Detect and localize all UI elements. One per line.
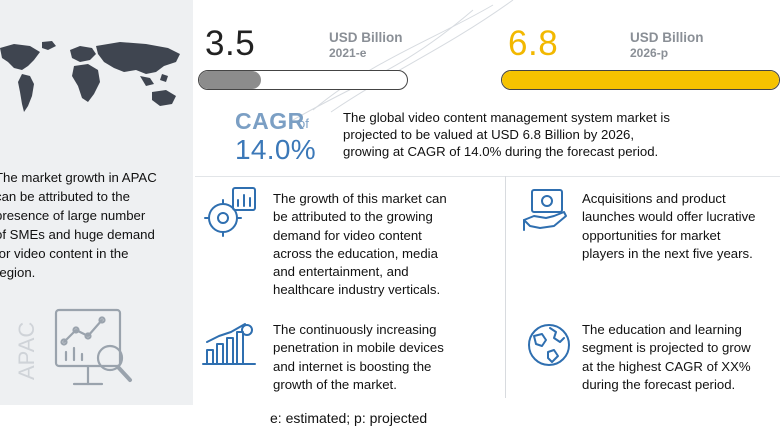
metric-period-2026: 2026-p bbox=[630, 46, 669, 60]
summary-line: The global video content management syst… bbox=[343, 110, 670, 125]
highlight-line: during the forecast period. bbox=[582, 376, 736, 392]
highlight-text-1: The growth of this market can be attribu… bbox=[273, 190, 447, 300]
analytics-magnifier-icon bbox=[54, 308, 132, 386]
highlight-line: launches would offer lucrative bbox=[582, 209, 756, 225]
highlight-line: The growth of this market can bbox=[273, 191, 447, 206]
chart-gear-icon bbox=[204, 187, 256, 237]
highlight-line: be attributed to the growing bbox=[273, 209, 433, 225]
cagr-label: CAGR bbox=[235, 108, 305, 134]
apac-text-line: of SMEs and huge demand bbox=[0, 227, 155, 242]
divider bbox=[505, 176, 506, 398]
market-highlights: 3.5 USD Billion 2021-e 6.8 USD Billion 2… bbox=[193, 0, 780, 405]
world-map-icon bbox=[0, 41, 180, 112]
divider bbox=[195, 176, 780, 177]
progress-fill-2021 bbox=[199, 71, 262, 89]
highlight-line: at the highest CAGR of XX% bbox=[582, 358, 751, 374]
decorative-lines bbox=[292, 0, 514, 120]
highlight-text-4: The education and learning segment is pr… bbox=[582, 321, 751, 394]
cagr-of: of bbox=[298, 116, 309, 131]
growth-bars-icon bbox=[202, 323, 256, 365]
apac-text-line: for video content in the bbox=[0, 246, 129, 261]
summary-line: projected to be valued at USD 6.8 Billio… bbox=[343, 127, 635, 142]
highlight-line: and entertainment, and bbox=[273, 264, 409, 280]
apac-vertical-label: APAC bbox=[14, 322, 39, 380]
apac-description: The market growth in APAC can be attribu… bbox=[0, 168, 193, 282]
highlight-line: healthcare industry verticals. bbox=[273, 282, 441, 298]
footnote: e: estimated; p: projected bbox=[270, 410, 428, 426]
metric-period-2021: 2021-e bbox=[329, 46, 367, 60]
highlight-line: Acquisitions and product bbox=[582, 191, 726, 206]
apac-text-line: The market growth in APAC bbox=[0, 170, 157, 185]
progress-bar-2021 bbox=[198, 70, 408, 90]
money-hand-icon bbox=[523, 189, 567, 231]
metric-value-2021: 3.5 bbox=[205, 24, 256, 63]
metric-unit-2021: USD Billion bbox=[329, 30, 403, 45]
highlight-line: penetration in mobile devices bbox=[273, 340, 444, 356]
highlight-line: The continuously increasing bbox=[273, 322, 437, 337]
progress-fill-2026 bbox=[502, 71, 779, 89]
highlight-line: players in the next five years. bbox=[582, 245, 753, 261]
apac-text-line: presence of large number bbox=[0, 208, 146, 223]
highlight-line: opportunities for market bbox=[582, 227, 721, 243]
apac-label-text: APAC bbox=[14, 322, 39, 380]
apac-panel: The market growth in APAC can be attribu… bbox=[0, 0, 193, 405]
apac-text-line: can be attributed to the bbox=[0, 189, 130, 204]
cagr-value: 14.0% bbox=[235, 134, 316, 165]
metric-unit-2026: USD Billion bbox=[630, 30, 704, 45]
progress-bar-2026 bbox=[501, 70, 780, 90]
highlight-line: growth of the market. bbox=[273, 376, 397, 392]
highlight-line: demand for video content bbox=[273, 227, 422, 243]
metric-value-2026: 6.8 bbox=[508, 24, 559, 63]
highlight-line: and internet is boosting the bbox=[273, 358, 432, 374]
highlight-text-2: Acquisitions and product launches would … bbox=[582, 190, 756, 263]
globe-icon bbox=[528, 324, 570, 366]
highlight-line: segment is projected to grow bbox=[582, 340, 751, 356]
apac-text-line: region. bbox=[0, 265, 36, 280]
highlight-line: The education and learning bbox=[582, 322, 742, 337]
market-summary: The global video content management syst… bbox=[343, 109, 780, 160]
highlight-text-3: The continuously increasing penetration … bbox=[273, 321, 444, 394]
summary-line: growing at CAGR of 14.0% during the fore… bbox=[343, 144, 659, 159]
highlight-line: across the education, media bbox=[273, 245, 438, 261]
